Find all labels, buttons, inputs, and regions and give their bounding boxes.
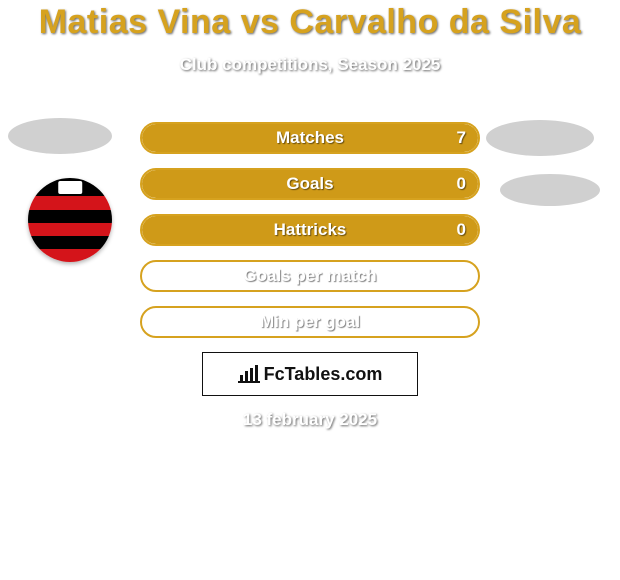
club-badge-stripe — [28, 210, 112, 223]
stat-value: 0 — [457, 170, 466, 198]
stat-value: 0 — [457, 216, 466, 244]
brand-watermark: FcTables.com — [202, 352, 418, 396]
left-player-avatar-placeholder — [8, 118, 112, 154]
stat-label: Goals per match — [142, 262, 478, 290]
comparison-title: Matias Vina vs Carvalho da Silva — [0, 0, 620, 41]
club-badge-stripe — [28, 249, 112, 262]
stat-label: Matches — [142, 124, 478, 152]
stats-panel: Matches7Goals0Hattricks0Goals per matchM… — [140, 122, 480, 352]
stat-row: Min per goal — [140, 306, 480, 338]
stat-label: Min per goal — [142, 308, 478, 336]
bar-chart-icon — [238, 365, 260, 383]
club-badge-flamengo — [28, 178, 112, 262]
stat-label: Hattricks — [142, 216, 478, 244]
stat-label: Goals — [142, 170, 478, 198]
stat-value: 7 — [457, 124, 466, 152]
stat-row: Goals per match — [140, 260, 480, 292]
club-badge-stripe — [28, 236, 112, 249]
club-badge-stripe — [28, 196, 112, 209]
club-badge-stripe — [28, 223, 112, 236]
club-badge-crest — [58, 181, 82, 194]
snapshot-date: 13 february 2025 — [0, 410, 620, 430]
right-player-avatar-placeholder-1 — [486, 120, 594, 156]
right-player-avatar-placeholder-2 — [500, 174, 600, 206]
comparison-subtitle: Club competitions, Season 2025 — [0, 55, 620, 75]
brand-text: FcTables.com — [264, 364, 383, 385]
stat-row: Goals0 — [140, 168, 480, 200]
stat-row: Hattricks0 — [140, 214, 480, 246]
stat-row: Matches7 — [140, 122, 480, 154]
